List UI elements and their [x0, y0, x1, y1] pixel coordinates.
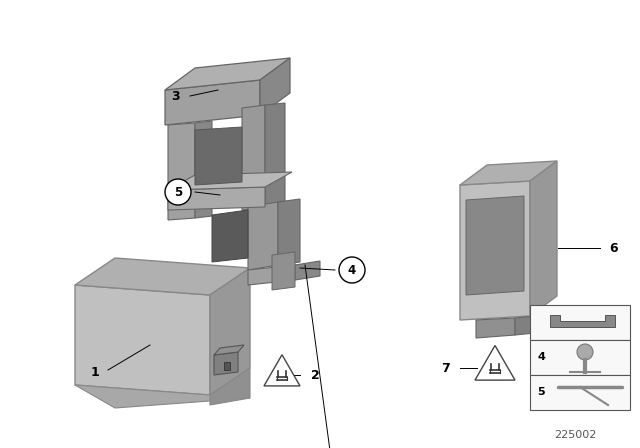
- Polygon shape: [168, 172, 292, 190]
- Polygon shape: [475, 345, 515, 380]
- Polygon shape: [295, 261, 320, 280]
- Polygon shape: [195, 127, 242, 185]
- Polygon shape: [248, 265, 295, 285]
- Text: 7: 7: [440, 362, 449, 375]
- Circle shape: [165, 179, 191, 205]
- Polygon shape: [210, 268, 250, 395]
- Polygon shape: [165, 80, 260, 125]
- Polygon shape: [75, 285, 210, 395]
- Text: 4: 4: [537, 352, 545, 362]
- Polygon shape: [476, 318, 515, 338]
- Polygon shape: [264, 355, 300, 386]
- Text: 225002: 225002: [554, 430, 596, 440]
- Text: 5: 5: [174, 185, 182, 198]
- Polygon shape: [75, 258, 250, 295]
- Polygon shape: [530, 161, 557, 316]
- Polygon shape: [278, 199, 300, 265]
- Polygon shape: [272, 252, 295, 290]
- Polygon shape: [214, 352, 238, 375]
- Polygon shape: [260, 58, 290, 115]
- Polygon shape: [212, 210, 248, 262]
- Polygon shape: [224, 362, 230, 370]
- Polygon shape: [550, 315, 615, 327]
- Text: 1: 1: [91, 366, 99, 379]
- Polygon shape: [168, 187, 265, 210]
- Polygon shape: [466, 196, 524, 295]
- Polygon shape: [195, 121, 212, 218]
- Polygon shape: [515, 316, 535, 335]
- Polygon shape: [460, 161, 557, 185]
- Polygon shape: [248, 202, 278, 270]
- Text: 4: 4: [348, 263, 356, 276]
- Polygon shape: [168, 123, 195, 220]
- Polygon shape: [210, 368, 250, 405]
- Polygon shape: [265, 103, 285, 207]
- Polygon shape: [165, 58, 290, 90]
- Polygon shape: [242, 105, 265, 210]
- Bar: [530, 375, 630, 410]
- Text: 2: 2: [310, 369, 319, 382]
- Bar: [530, 305, 630, 340]
- Bar: [530, 340, 630, 375]
- Text: 3: 3: [171, 90, 179, 103]
- Circle shape: [577, 344, 593, 360]
- Polygon shape: [75, 385, 250, 408]
- Text: 6: 6: [610, 241, 618, 254]
- Polygon shape: [214, 345, 244, 355]
- Circle shape: [339, 257, 365, 283]
- Polygon shape: [460, 181, 530, 320]
- Text: 5: 5: [537, 387, 545, 397]
